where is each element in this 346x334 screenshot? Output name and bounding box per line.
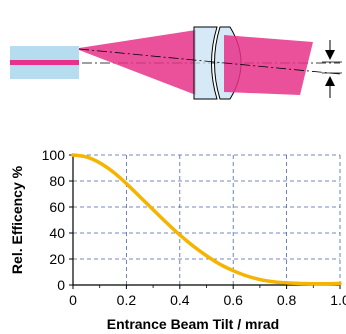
chart-tick-labels: 0 0.2 0.4 0.6 0.8 1.0 100 80 60 40 20 0	[42, 147, 346, 308]
y-axis-title: Rel. Efficency %	[9, 165, 25, 274]
fiber-core	[10, 60, 79, 65]
y-tick-label: 0	[57, 277, 65, 293]
chart-axes	[69, 154, 341, 289]
efficiency-chart: 0 0.2 0.4 0.6 0.8 1.0 100 80 60 40 20 0 Entrance Be…	[9, 147, 346, 332]
beam-output	[224, 35, 313, 95]
chart-series	[71, 153, 342, 286]
tilted-axis-line	[78, 48, 341, 75]
efficiency-curve	[71, 153, 342, 286]
x-tick-label: 0	[69, 292, 77, 308]
y-tick-label: 80	[49, 173, 65, 189]
x-tick-label: 0.2	[117, 292, 137, 308]
x-tick-label: 0.6	[223, 292, 243, 308]
beam-icon	[79, 30, 196, 95]
lens-element-1	[193, 26, 218, 100]
y-tick-label: 60	[49, 199, 65, 215]
x-axis-title: Entrance Beam Tilt / mrad	[107, 316, 279, 332]
y-tick-label: 40	[49, 225, 65, 241]
y-tick-label: 100	[42, 147, 66, 163]
fiber-icon	[10, 46, 79, 79]
chart-grid	[73, 154, 341, 285]
y-tick-label: 20	[49, 251, 65, 267]
x-tick-label: 0.4	[170, 292, 190, 308]
x-tick-label: 0.8	[277, 292, 297, 308]
tilt-arrow-icon	[322, 40, 342, 98]
optical-schematic	[10, 26, 342, 100]
x-tick-label: 1.0	[330, 292, 346, 308]
